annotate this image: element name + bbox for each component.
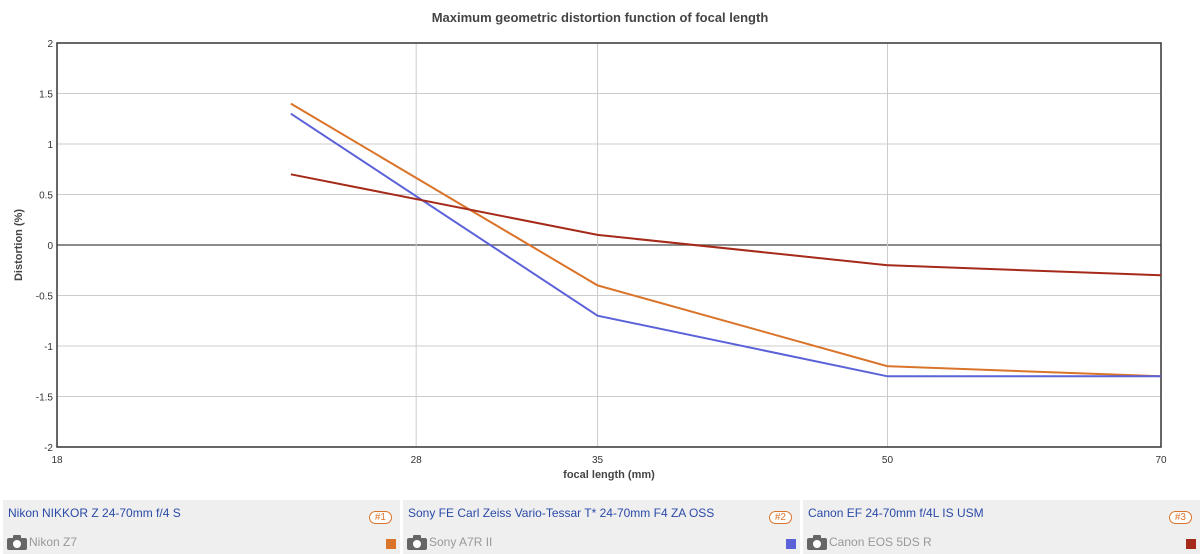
camera-icon (407, 535, 427, 550)
lens-name-link[interactable]: Canon EF 24-70mm f/4L IS USM (808, 506, 984, 520)
camera-icon (807, 535, 827, 550)
x-tick-label: 35 (592, 455, 604, 466)
y-tick-label: -2 (44, 443, 53, 454)
lens-name-link[interactable]: Nikon NIKKOR Z 24-70mm f/4 S (8, 506, 181, 520)
rank-badge: #2 (768, 511, 792, 524)
x-tick-label: 28 (411, 455, 423, 466)
lens-panel-2[interactable]: Sony FE Carl Zeiss Vario-Tessar T* 24-70… (403, 500, 800, 554)
rank-badge: #1 (368, 511, 392, 524)
series-line-1 (290, 102, 1162, 378)
chart-title: Maximum geometric distortion function of… (432, 10, 769, 25)
lens-panel-1[interactable]: Nikon NIKKOR Z 24-70mm f/4 S #1 Nikon Z7 (3, 500, 400, 554)
y-tick-label: 1 (47, 140, 53, 151)
series-line-3 (290, 173, 1162, 277)
y-tick-label: -1.5 (36, 393, 54, 404)
y-axis-label: Distortion (%) (13, 209, 25, 281)
x-axis-label: focal length (mm) (563, 469, 655, 481)
camera-name: Nikon Z7 (29, 535, 78, 549)
camera-icon (7, 535, 27, 550)
camera-name: Sony A7R II (429, 535, 493, 549)
lens-name-link[interactable]: Sony FE Carl Zeiss Vario-Tessar T* 24-70… (408, 506, 715, 520)
rank-badge: #3 (1168, 511, 1192, 524)
plot-border (56, 42, 1162, 448)
distortion-chart: Maximum geometric distortion function of… (13, 10, 1167, 481)
lens-panel-3[interactable]: Canon EF 24-70mm f/4L IS USM #3 Canon EO… (803, 500, 1200, 554)
series-line-2 (290, 112, 1161, 378)
camera-name: Canon EOS 5DS R (829, 535, 932, 549)
x-tick-label: 18 (51, 455, 63, 466)
series-color-swatch (386, 539, 396, 549)
y-tick-label: 0.5 (39, 191, 53, 202)
y-tick-label: 0 (47, 241, 53, 252)
x-tick-label: 50 (882, 455, 894, 466)
x-tick-label: 70 (1155, 455, 1167, 466)
y-tick-label: -0.5 (36, 292, 54, 303)
series-color-swatch (1186, 539, 1196, 549)
series-color-swatch (786, 539, 796, 549)
y-tick-label: 2 (47, 39, 53, 50)
y-tick-label: -1 (44, 342, 53, 353)
y-tick-label: 1.5 (39, 90, 53, 101)
